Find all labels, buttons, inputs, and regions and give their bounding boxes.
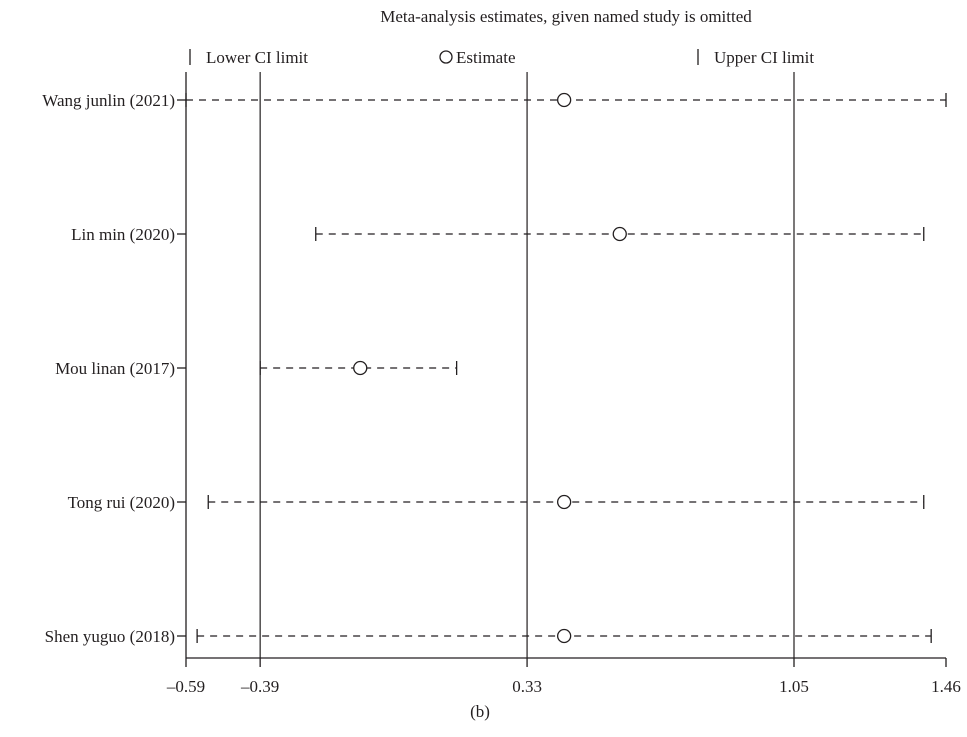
- estimate-marker: [556, 628, 572, 644]
- x-tick-label: 1.05: [779, 677, 809, 696]
- x-tick-label: –0.39: [240, 677, 279, 696]
- figure-caption: (b): [470, 702, 490, 721]
- reference-lines: [259, 72, 795, 658]
- study-row: Shen yuguo (2018): [45, 627, 932, 646]
- study-label: Shen yuguo (2018): [45, 627, 175, 646]
- study-row: Wang junlin (2021): [42, 91, 947, 110]
- study-label: Mou linan (2017): [55, 359, 175, 378]
- study-label: Lin min (2020): [71, 225, 175, 244]
- study-row: Lin min (2020): [71, 225, 925, 244]
- study-rows: Wang junlin (2021) Lin min (2020) Mou lina…: [42, 91, 947, 646]
- legend-item: Estimate: [439, 48, 515, 67]
- estimate-marker: [556, 92, 572, 108]
- x-tick-label: 1.46: [931, 677, 961, 696]
- x-tick-label: –0.59: [166, 677, 205, 696]
- chart-title: Meta-analysis estimates, given named stu…: [380, 7, 752, 26]
- estimate-marker: [612, 226, 627, 242]
- legend-item: Upper CI limit: [697, 48, 814, 67]
- study-row: Mou linan (2017): [55, 359, 458, 378]
- legend: Lower CI limit Estimate Upper CI limit: [189, 48, 814, 67]
- legend-label: Estimate: [456, 48, 515, 67]
- axes: –0.59 –0.39 0.33 1.05 1.46: [166, 72, 961, 696]
- x-tick-label: 0.33: [512, 677, 542, 696]
- study-label: Tong rui (2020): [68, 493, 175, 512]
- estimate-marker: [353, 360, 368, 376]
- legend-item: Lower CI limit: [189, 48, 308, 67]
- estimate-marker: [556, 494, 572, 510]
- legend-label: Lower CI limit: [206, 48, 308, 67]
- legend-label: Upper CI limit: [714, 48, 814, 67]
- legend-estimate-marker: [439, 50, 453, 64]
- study-row: Tong rui (2020): [68, 493, 925, 512]
- study-label: Wang junlin (2021): [42, 91, 175, 110]
